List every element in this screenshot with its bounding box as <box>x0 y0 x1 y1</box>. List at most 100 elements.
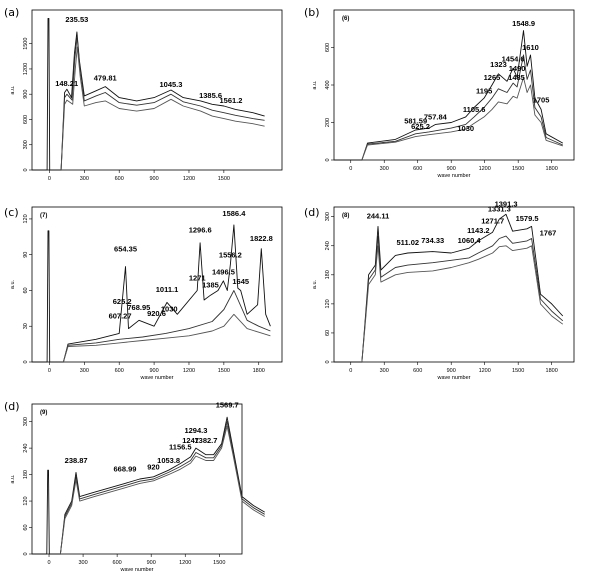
plot-frame <box>31 403 243 555</box>
x-tick-label: 1500 <box>213 560 225 566</box>
x-tick-label: 1500 <box>218 368 230 374</box>
peak-label: 1569.7 <box>216 401 239 410</box>
peak-label: 1586.4 <box>222 209 246 218</box>
series-line-3 <box>361 77 563 161</box>
y-axis-label: a.u. <box>312 80 318 90</box>
peak-label: 511.02 <box>397 238 420 247</box>
x-tick-label: 0 <box>47 560 50 566</box>
y-tick-label: 0 <box>325 158 331 161</box>
y-tick-label: 120 <box>23 214 29 223</box>
peak-label: 1705 <box>533 96 550 105</box>
peak-label: 238.87 <box>65 456 88 465</box>
plot-frame <box>333 9 575 161</box>
peak-label: 920.6 <box>147 309 166 318</box>
peak-label: 1391.3 <box>495 199 518 208</box>
x-tick-label: 0 <box>48 176 51 182</box>
y-tick-label: 240 <box>23 444 29 453</box>
peak-label: 607.27 <box>109 311 132 320</box>
peak-label: 1030 <box>161 304 178 313</box>
series-line-3 <box>62 313 271 363</box>
peak-label: 1556.2 <box>219 251 242 260</box>
y-tick-label: 30 <box>23 323 29 329</box>
y-tick-label: 300 <box>325 212 331 221</box>
y-tick-label: 600 <box>23 115 29 124</box>
x-tick-label: 1500 <box>218 176 230 182</box>
peak-label: 1579.5 <box>516 214 539 223</box>
peak-label: 1485 <box>508 73 525 82</box>
peak-label: 479.81 <box>94 73 117 82</box>
y-tick-label: 1200 <box>23 63 29 75</box>
peak-label: 244.11 <box>367 212 390 221</box>
y-tick-label: 180 <box>325 270 331 279</box>
peak-label: 1011.1 <box>156 285 179 294</box>
y-tick-label: 400 <box>325 80 331 89</box>
y-axis-label: a.u. <box>10 474 16 484</box>
series-line-2 <box>59 421 265 555</box>
series-line-3 <box>59 425 265 555</box>
series-line-3 <box>60 46 265 171</box>
x-tick-label: 1500 <box>512 368 524 374</box>
y-tick-label: 300 <box>23 140 29 149</box>
peak-label: 1265 <box>484 73 501 82</box>
x-tick-label: 600 <box>115 368 124 374</box>
peak-label: 1645 <box>232 277 249 286</box>
y-tick-label: 240 <box>325 241 331 250</box>
x-tick-label: 1200 <box>179 560 191 566</box>
peak-label: 1060.4 <box>458 236 482 245</box>
peak-label: 1385.6 <box>199 91 222 100</box>
x-tick-label: 300 <box>80 368 89 374</box>
x-tick-label: 1200 <box>183 176 195 182</box>
peak-label: 1454.6 <box>502 54 525 63</box>
peak-label: 1561.2 <box>220 96 243 105</box>
x-axis-label: wave number <box>139 375 173 381</box>
y-tick-label: 180 <box>23 470 29 479</box>
peak-label: 1294.3 <box>184 426 207 435</box>
y-axis-label: a.u. <box>10 85 16 95</box>
y-tick-label: 0 <box>23 168 29 171</box>
x-tick-label: 900 <box>447 368 456 374</box>
peak-label: 668.99 <box>113 465 136 474</box>
series-line-1 <box>334 30 564 161</box>
x-tick-label: 300 <box>78 560 87 566</box>
x-tick-label: 0 <box>349 166 352 172</box>
series-line-1 <box>32 416 265 555</box>
y-tick-label: 60 <box>23 524 29 530</box>
series-line-1 <box>32 17 265 171</box>
series-line-2 <box>60 36 265 171</box>
x-axis-label: wave number <box>436 173 470 179</box>
peak-label: 1296.6 <box>189 226 212 235</box>
x-tick-label: 600 <box>413 166 422 172</box>
x-tick-label: 300 <box>380 368 389 374</box>
peak-label: 625.2 <box>113 297 132 306</box>
y-tick-label: 300 <box>23 417 29 426</box>
y-tick-label: 200 <box>325 118 331 127</box>
panel-c-letter: (c) <box>4 206 19 219</box>
x-tick-label: 0 <box>349 368 352 374</box>
y-axis-label: a.u. <box>10 279 16 289</box>
y-tick-label: 120 <box>325 299 331 308</box>
x-tick-label: 600 <box>115 176 124 182</box>
panel-d-letter: (d) <box>304 206 320 219</box>
panel-b-letter: (b) <box>304 6 320 19</box>
peak-label: 654.35 <box>114 245 137 254</box>
x-tick-label: 1200 <box>183 368 195 374</box>
x-tick-label: 300 <box>80 176 89 182</box>
x-tick-label: 300 <box>380 166 389 172</box>
peak-label: 1053.8 <box>157 456 180 465</box>
series-line-2 <box>361 54 563 161</box>
series-line-1 <box>334 213 564 363</box>
y-tick-label: 600 <box>325 43 331 52</box>
peak-label: 1156.5 <box>169 443 192 452</box>
peak-label: 1030 <box>457 124 474 133</box>
peak-label: 1247 <box>182 436 199 445</box>
peak-label: 1271.7 <box>481 216 504 225</box>
x-tick-label: 900 <box>149 368 158 374</box>
peak-label: 920 <box>147 462 160 471</box>
peak-label: 768.95 <box>127 303 150 312</box>
x-tick-label: 1800 <box>253 368 265 374</box>
panel-a-letter: (a) <box>4 6 20 19</box>
peak-label: 1105.6 <box>463 105 486 114</box>
y-tick-label: 0 <box>23 360 29 363</box>
peak-label: 1195 <box>476 86 492 95</box>
